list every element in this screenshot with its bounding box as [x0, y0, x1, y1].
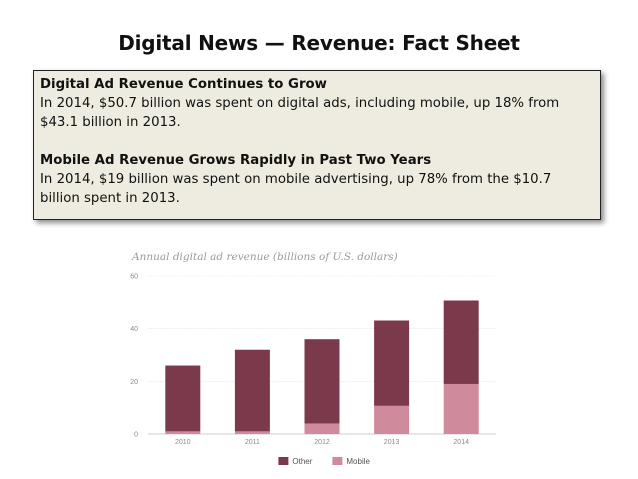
section1-line2: $43.1 billion in 2013.: [40, 115, 181, 130]
slide-title: Digital News — Revenue: Fact Sheet: [118, 31, 520, 55]
section-gap: [40, 132, 595, 151]
legend-swatch-mobile: [332, 457, 343, 465]
bar-other-2012: [304, 339, 340, 424]
revenue-chart: Annual digital ad revenue (billions of U…: [120, 240, 510, 475]
bar-other-2010: [165, 365, 201, 432]
section2-line1: In 2014, $19 billion was spent on mobile…: [40, 172, 552, 187]
section2-heading: Mobile Ad Revenue Grows Rapidly in Past …: [40, 153, 432, 168]
y-tick-labels: 0 20 40 60: [130, 274, 138, 439]
legend-label-mobile: Mobile: [346, 457, 370, 466]
y-tick-label: 60: [130, 274, 138, 281]
chart-title: Annual digital ad revenue (billions of U…: [131, 251, 398, 263]
x-tick-label: 2012: [314, 439, 330, 446]
section2-line2: billion spent in 2013.: [40, 191, 180, 206]
x-tick-labels: 2010 2011 2012 2013 2014: [175, 439, 469, 446]
bars: [165, 300, 479, 434]
section1-line1: In 2014, $50.7 billion was spent on digi…: [40, 96, 560, 111]
x-tick-label: 2014: [453, 439, 469, 446]
x-tick-label: 2013: [384, 439, 400, 446]
bar-mobile-2011: [234, 431, 270, 434]
bar-other-2013: [374, 320, 410, 406]
bar-other-2011: [234, 349, 270, 432]
bar-mobile-2010: [165, 431, 201, 434]
legend-label-other: Other: [292, 457, 312, 466]
y-tick-label: 40: [130, 326, 138, 333]
y-tick-label: 20: [130, 379, 138, 386]
section1-heading: Digital Ad Revenue Continues to Grow: [40, 77, 327, 92]
fact-box: Digital Ad Revenue Continues to Grow In …: [33, 70, 601, 220]
bar-mobile-2013: [374, 405, 410, 434]
bar-other-2014: [443, 300, 479, 384]
x-tick-label: 2011: [245, 439, 260, 446]
legend-swatch-other: [278, 457, 289, 465]
bar-mobile-2012: [304, 423, 340, 434]
legend: Other Mobile: [278, 457, 371, 466]
y-tick-label: 0: [134, 432, 138, 439]
bar-mobile-2014: [443, 383, 479, 434]
chart-svg: Annual digital ad revenue (billions of U…: [130, 251, 496, 466]
x-tick-label: 2010: [175, 439, 191, 446]
